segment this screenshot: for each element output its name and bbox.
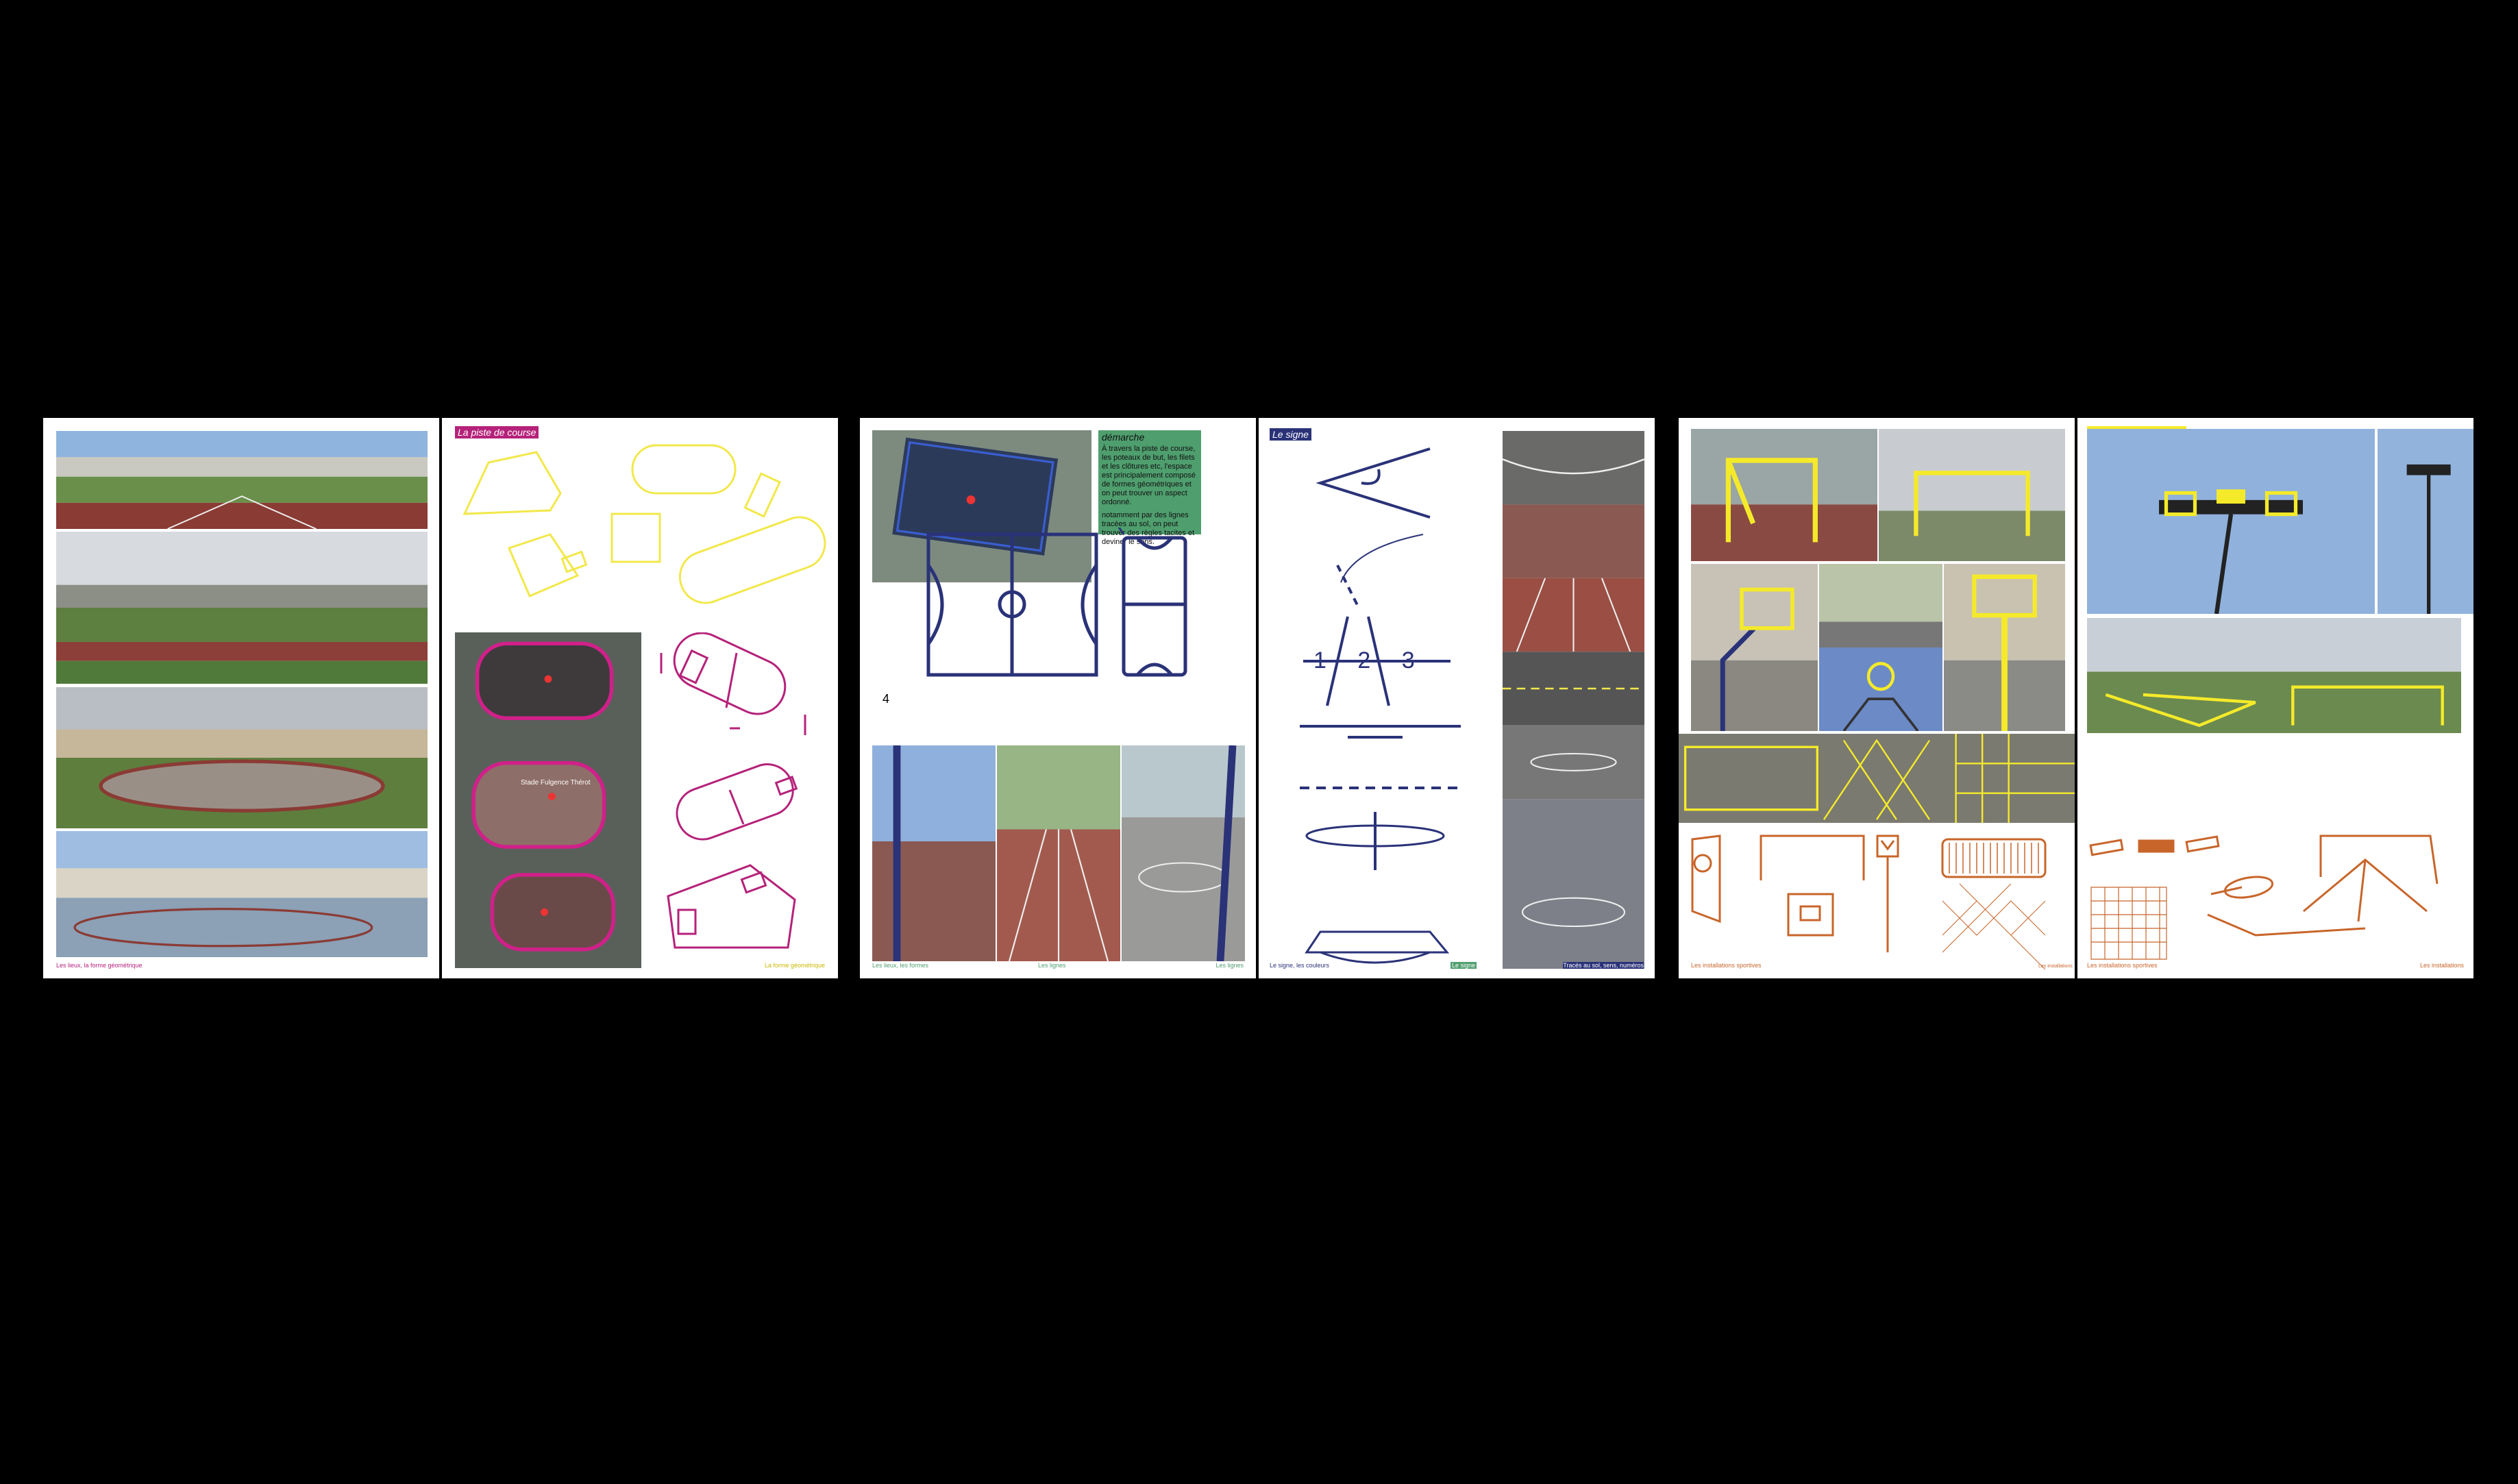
footer-right-text: Les lignes	[1215, 962, 1244, 969]
demarche-note-box: démarche À travers la piste de course, l…	[1098, 430, 1201, 546]
footer-left-text: Le signe, les couleurs	[1270, 962, 1330, 969]
goal-photo-1	[1691, 429, 1877, 561]
hoop-photo-3	[1944, 564, 2065, 731]
page-title: Le signe	[1270, 428, 1311, 441]
fence-photo-strip	[1679, 734, 2075, 823]
hoop-photo-2	[1819, 564, 1942, 731]
magenta-track-drawings	[660, 632, 806, 949]
footer-left-text: Les lieux, les formes	[872, 962, 929, 969]
panorama-photo-3	[56, 687, 428, 828]
page-number: 4	[882, 692, 890, 706]
spread2-page-left: démarche À travers la piste de course, l…	[860, 418, 1256, 978]
hoop-photo-1	[1691, 564, 1818, 731]
footer-left-text: Les installations sportives	[1691, 962, 1762, 969]
orange-equipment-drawings	[1691, 834, 2047, 969]
footer-left-text: Les lieux, la forme géométrique	[56, 962, 143, 969]
panorama-photo-4	[56, 831, 428, 957]
demarche-title: démarche	[1102, 432, 1145, 443]
page-title: La piste de course	[455, 426, 539, 438]
panorama-photo-1	[56, 431, 428, 529]
spread3-page-right: La forme géométrique Les installations s…	[2077, 418, 2473, 978]
spread1-page-right: La piste de course Stade Fulgence Thérot	[442, 418, 838, 978]
field-goal-photo	[2087, 618, 2461, 733]
spread1-page-left: Les lieux, la forme géométrique	[43, 418, 439, 978]
demarche-paragraph-1: À travers la piste de course, les poteau…	[1102, 445, 1196, 506]
yellow-shapes-drawing	[462, 444, 826, 604]
goal-photo-2	[1879, 429, 2065, 561]
demarche-paragraph-2: notamment par des lignes tracées au sol,…	[1102, 511, 1195, 546]
footer-left-text: Les installations sportives	[2087, 962, 2158, 969]
lane-numbers: 1 2 3	[1313, 647, 1427, 673]
navy-sign-drawings	[1300, 447, 1461, 964]
floodlight-photo-2	[2378, 429, 2473, 614]
footer-mid-text: Les lignes	[1038, 962, 1066, 969]
footer-right-text: La forme géométrique	[764, 962, 825, 969]
spread3-page-left: Les installations sportives Les installa…	[1679, 418, 2075, 978]
footer-right-text: Les installations	[2419, 962, 2464, 969]
footer-mid-text: Les installations	[2038, 964, 2073, 969]
ground-marking-photos	[1503, 431, 1644, 969]
orange-geometric-shapes	[2089, 834, 2439, 960]
footer-right-text: Tracés au sol, sens, numéros	[1563, 962, 1644, 969]
court-photo	[1122, 745, 1245, 961]
playground-photo-1	[872, 745, 996, 961]
navy-field-plan-drawing	[926, 528, 1187, 677]
floodlight-photo-1	[2087, 429, 2375, 614]
panorama-photo-2	[56, 532, 428, 684]
signe-badge: Le signe	[1451, 962, 1477, 969]
aerial-field-photo	[872, 430, 1091, 582]
spread2-page-right: Le signe 1 2 3 Le signe Le signe, les co…	[1259, 418, 1655, 978]
track-photo	[997, 745, 1120, 961]
map-caption: Stade Fulgence Thérot	[521, 779, 591, 787]
aerial-map-photo	[455, 632, 641, 968]
